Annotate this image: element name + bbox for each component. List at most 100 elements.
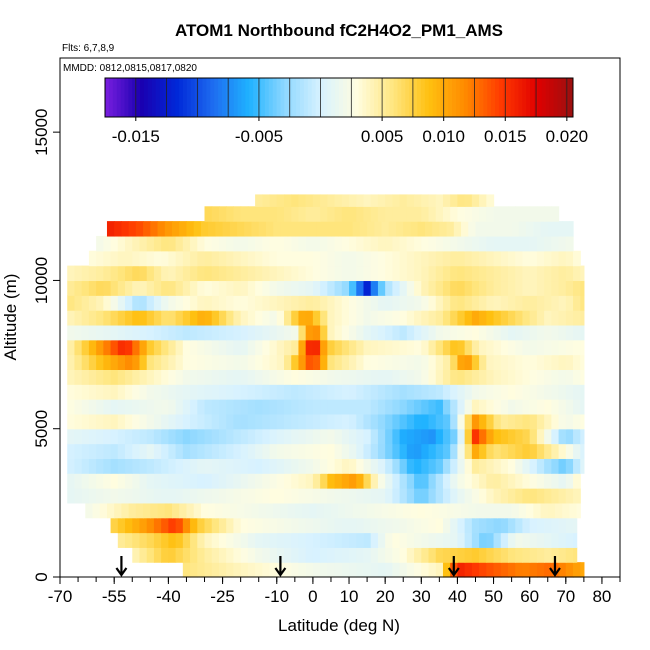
heatmap-cell bbox=[356, 428, 365, 445]
heatmap-cell bbox=[233, 532, 242, 548]
heatmap-cell bbox=[363, 488, 372, 504]
heatmap-cell bbox=[370, 428, 379, 445]
heatmap-cell bbox=[74, 369, 83, 385]
heatmap-cell bbox=[471, 339, 480, 356]
heatmap-cell bbox=[435, 265, 444, 282]
heatmap-cell bbox=[421, 443, 430, 459]
heatmap-cell bbox=[457, 194, 466, 207]
heatmap-cell bbox=[262, 194, 271, 207]
heatmap-cell bbox=[74, 443, 83, 459]
heatmap-cell bbox=[153, 517, 162, 534]
heatmap-cell bbox=[522, 369, 531, 385]
heatmap-cell bbox=[504, 221, 513, 237]
heatmap-cell bbox=[414, 194, 422, 207]
heatmap-cell bbox=[493, 547, 502, 563]
heatmap-cell bbox=[226, 562, 235, 578]
heatmap-cell bbox=[233, 562, 242, 578]
heatmap-cell bbox=[392, 194, 401, 207]
heatmap-cell bbox=[536, 354, 545, 370]
colorbar-swatch bbox=[413, 78, 418, 117]
heatmap-cell bbox=[96, 280, 104, 296]
heatmap-cell bbox=[218, 339, 227, 356]
heatmap-cell bbox=[291, 310, 300, 326]
colorbar-swatch bbox=[385, 78, 391, 117]
heatmap-cell bbox=[471, 324, 480, 341]
x-tick-label: -25 bbox=[210, 587, 235, 606]
heatmap-cell bbox=[74, 295, 83, 311]
heatmap-cell bbox=[276, 413, 285, 430]
heatmap-cell bbox=[508, 280, 516, 296]
heatmap-cell bbox=[406, 324, 415, 341]
x-tick-label: -40 bbox=[156, 587, 181, 606]
heatmap-cell bbox=[262, 384, 271, 400]
heatmap-cell bbox=[442, 384, 451, 400]
heatmap-cell bbox=[255, 517, 263, 534]
heatmap-cell bbox=[320, 194, 328, 207]
heatmap-cell bbox=[349, 547, 357, 563]
heatmap-cell bbox=[276, 517, 285, 534]
colorbar-tick-label: 0.010 bbox=[422, 127, 465, 146]
heatmap-cell bbox=[464, 458, 473, 474]
heatmap-cell bbox=[197, 295, 206, 311]
heatmap-cell bbox=[558, 532, 567, 548]
heatmap-cell bbox=[529, 369, 538, 385]
heatmap-cell bbox=[233, 206, 242, 222]
heatmap-cell bbox=[182, 280, 191, 296]
heatmap-cell bbox=[240, 339, 249, 356]
heatmap-cell bbox=[88, 310, 97, 326]
heatmap-cell bbox=[493, 310, 502, 326]
heatmap-cell bbox=[370, 562, 379, 578]
heatmap-cell bbox=[558, 473, 567, 489]
heatmap-cell bbox=[479, 413, 487, 430]
heatmap-cell bbox=[457, 443, 466, 459]
heatmap-cell bbox=[146, 473, 155, 489]
heatmap-cell bbox=[81, 324, 90, 341]
heatmap-cell bbox=[421, 473, 430, 489]
heatmap-cell bbox=[132, 428, 141, 445]
heatmap-cell bbox=[182, 488, 191, 504]
heatmap-cell bbox=[309, 502, 318, 519]
heatmap-cell bbox=[139, 458, 148, 474]
heatmap-cell bbox=[110, 517, 119, 534]
heatmap-cell bbox=[305, 384, 314, 400]
heatmap-cell bbox=[536, 250, 545, 267]
heatmap-cell bbox=[370, 369, 379, 385]
heatmap-cell bbox=[211, 235, 220, 252]
heatmap-cell bbox=[233, 324, 242, 341]
heatmap-cell bbox=[276, 265, 285, 282]
heatmap-cell bbox=[515, 532, 524, 548]
heatmap-cell bbox=[457, 562, 466, 578]
heatmap-cell bbox=[88, 324, 97, 341]
heatmap-cell bbox=[479, 324, 487, 341]
heatmap-cell bbox=[175, 399, 184, 415]
heatmap-cell bbox=[255, 339, 263, 356]
heatmap-cell bbox=[284, 310, 292, 326]
heatmap-cell bbox=[327, 488, 336, 504]
heatmap-cell bbox=[508, 354, 516, 370]
heatmap-cell bbox=[493, 384, 502, 400]
heatmap-cell bbox=[522, 428, 531, 445]
heatmap-cell bbox=[204, 280, 213, 296]
heatmap-cell bbox=[565, 562, 574, 578]
heatmap-cell bbox=[320, 250, 328, 267]
heatmap-cell bbox=[284, 265, 292, 282]
heatmap-cell bbox=[522, 488, 531, 504]
heatmap-cell bbox=[226, 488, 235, 504]
heatmap-cell bbox=[125, 280, 133, 296]
heatmap-cell bbox=[262, 532, 271, 548]
heatmap-cell bbox=[182, 339, 191, 356]
heatmap-cell bbox=[276, 310, 285, 326]
heatmap-cell bbox=[218, 488, 227, 504]
heatmap-cell bbox=[247, 532, 256, 548]
heatmap-cell bbox=[515, 399, 524, 415]
heatmap-cell bbox=[471, 265, 480, 282]
colorbar-swatch bbox=[307, 78, 313, 117]
heatmap-cell bbox=[356, 206, 365, 222]
heatmap-cell bbox=[269, 265, 278, 282]
heatmap-cell bbox=[81, 354, 90, 370]
heatmap-cell bbox=[312, 532, 321, 548]
heatmap-cell bbox=[349, 428, 357, 445]
heatmap-cell bbox=[486, 458, 495, 474]
heatmap-cell bbox=[334, 235, 343, 252]
